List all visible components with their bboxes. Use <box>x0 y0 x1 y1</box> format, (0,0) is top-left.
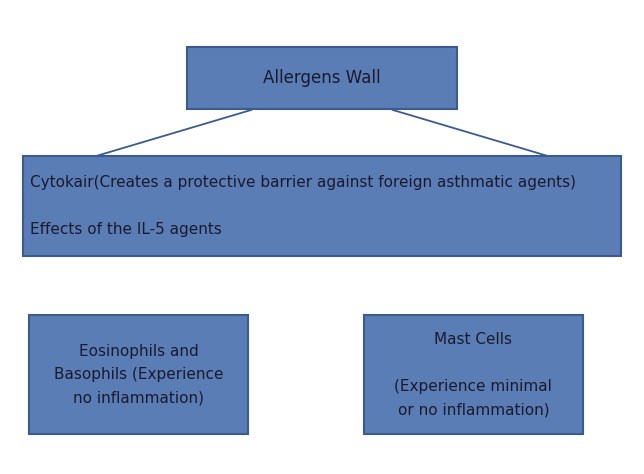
FancyBboxPatch shape <box>23 156 621 256</box>
FancyBboxPatch shape <box>187 47 457 109</box>
Text: Mast Cells

(Experience minimal
or no inflammation): Mast Cells (Experience minimal or no inf… <box>394 332 553 417</box>
FancyBboxPatch shape <box>29 315 248 434</box>
FancyBboxPatch shape <box>364 315 583 434</box>
Text: Eosinophils and
Basophils (Experience
no inflammation): Eosinophils and Basophils (Experience no… <box>53 344 223 405</box>
Text: Cytokair(Creates a protective barrier against foreign asthmatic agents)

Effects: Cytokair(Creates a protective barrier ag… <box>30 175 576 237</box>
Text: Allergens Wall: Allergens Wall <box>263 69 381 87</box>
